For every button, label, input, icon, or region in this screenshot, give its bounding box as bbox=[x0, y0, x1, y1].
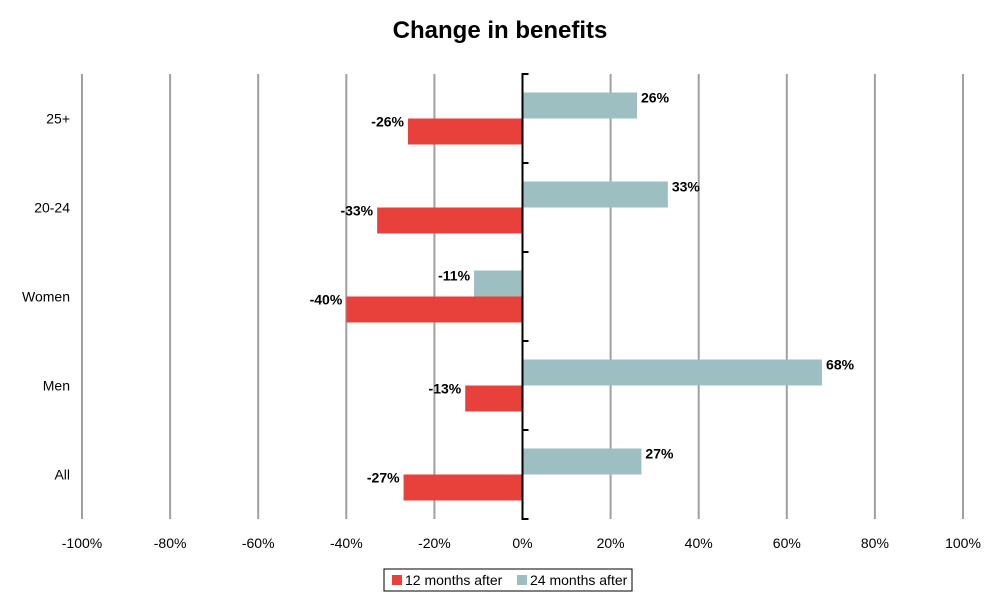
legend-swatch-24-months-after bbox=[517, 575, 527, 585]
data-label-12-months-after-all: -27% bbox=[367, 470, 400, 486]
category-label-25: 25+ bbox=[46, 111, 70, 127]
data-label-24-months-after-women: -11% bbox=[438, 268, 470, 284]
bar-12-months-after-20-24 bbox=[377, 207, 523, 234]
bar-24-months-after-20-24 bbox=[522, 181, 668, 208]
x-tick-label: 100% bbox=[945, 535, 981, 551]
data-label-24-months-after-25: 26% bbox=[641, 90, 670, 106]
category-label-men: Men bbox=[43, 378, 70, 394]
legend-box bbox=[383, 568, 633, 592]
data-label-12-months-after-25: -26% bbox=[371, 114, 404, 130]
legend: 12 months after 24 months after bbox=[383, 568, 633, 592]
x-tick-label: -100% bbox=[62, 535, 102, 551]
bar-24-months-after-men bbox=[522, 359, 823, 386]
bar-12-months-after-women bbox=[346, 296, 523, 323]
chart-title: Change in benefits bbox=[393, 17, 608, 44]
bar-12-months-after-all bbox=[403, 474, 523, 501]
data-label-24-months-after-20-24: 33% bbox=[672, 179, 701, 195]
category-label-all: All bbox=[54, 467, 70, 483]
data-label-12-months-after-men: -13% bbox=[429, 381, 462, 397]
bar-12-months-after-25 bbox=[407, 118, 523, 145]
bar-24-months-after-all bbox=[522, 448, 642, 475]
x-tick-label: 0% bbox=[512, 535, 532, 551]
bar-24-months-after-25 bbox=[522, 92, 638, 119]
data-label-24-months-after-men: 68% bbox=[826, 357, 855, 373]
bar-24-months-after-women bbox=[474, 270, 523, 297]
data-label-12-months-after-20-24: -33% bbox=[340, 203, 373, 219]
x-tick-label: 60% bbox=[773, 535, 801, 551]
x-tick-label: -60% bbox=[242, 535, 275, 551]
category-label-20-24: 20-24 bbox=[34, 200, 70, 216]
data-label-12-months-after-women: -40% bbox=[310, 292, 343, 308]
legend-label-24-months-after: 24 months after bbox=[530, 572, 628, 588]
x-tick-label: -40% bbox=[330, 535, 363, 551]
legend-swatch-12-months-after bbox=[392, 575, 402, 585]
bars bbox=[346, 92, 823, 501]
bar-12-months-after-men bbox=[465, 385, 523, 412]
x-tick-label: -80% bbox=[154, 535, 187, 551]
x-tick-label: 40% bbox=[685, 535, 713, 551]
axes: -100% -80% -60% -40% -20% 0% 20% 40% 60% 80% 100% 2… bbox=[22, 73, 981, 551]
x-tick-label: -20% bbox=[418, 535, 451, 551]
data-labels: 26% -26% 33% -33% -11% -40% 68% -13% 27% -27% bbox=[310, 90, 855, 486]
x-tick-label: 20% bbox=[597, 535, 625, 551]
category-label-women: Women bbox=[22, 289, 70, 305]
legend-label-12-months-after: 12 months after bbox=[405, 572, 503, 588]
x-tick-label: 80% bbox=[861, 535, 889, 551]
data-label-24-months-after-all: 27% bbox=[645, 446, 674, 462]
